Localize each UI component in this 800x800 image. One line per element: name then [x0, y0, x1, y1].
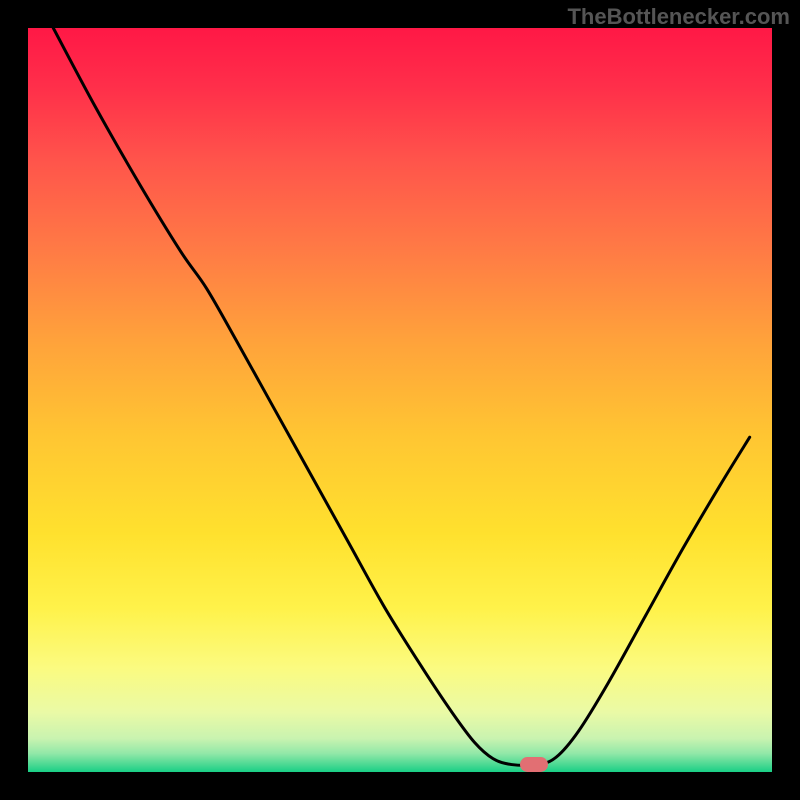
plot-area — [28, 28, 772, 772]
optimum-marker — [520, 757, 548, 772]
bottleneck-curve — [28, 28, 772, 772]
watermark-text: TheBottlenecker.com — [567, 4, 790, 30]
